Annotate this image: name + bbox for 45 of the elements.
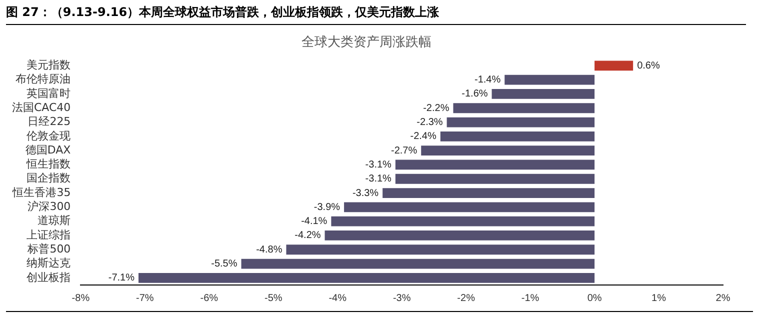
y-tick-label: 日经225 (28, 115, 71, 128)
data-label: -2.2% (423, 102, 450, 114)
data-label: -3.9% (314, 202, 340, 213)
data-label: -1.6% (462, 88, 488, 100)
y-tick-label: 德国DAX (25, 143, 72, 156)
x-tick-label: 2% (716, 292, 730, 304)
data-label: -2.3% (416, 117, 443, 128)
y-tick-label: 布伦特原油 (16, 72, 71, 86)
x-tick-label: -3% (392, 292, 411, 304)
data-label: -4.8% (256, 244, 282, 256)
chart-subtitle: 全球大类资产周涨跌幅 (302, 35, 432, 50)
x-tick-label: -7% (136, 292, 154, 304)
y-tick-label: 英国富时 (26, 86, 71, 100)
data-label: -2.4% (410, 131, 436, 142)
y-tick-label: 伦敦金现 (26, 129, 71, 142)
data-label: -3.1% (365, 159, 392, 170)
x-tick-label: -1% (521, 292, 540, 304)
y-tick-label: 国企指数 (26, 172, 71, 185)
y-tick-label: 创业板指 (26, 270, 71, 284)
data-label: -3.3% (352, 188, 379, 199)
chart-title: 图 27：（9.13-9.16）本周全球权益市场普跌，创业板指领跌，仅美元指数上涨 (6, 4, 746, 25)
x-tick-label: -6% (200, 292, 218, 304)
y-tick-label: 恒生指数 (26, 158, 71, 171)
data-label: -4.2% (294, 230, 321, 242)
x-tick-label: -5% (264, 292, 282, 304)
y-tick-label: 法国CAC40 (12, 100, 71, 114)
y-tick-label: 美元指数 (26, 58, 71, 72)
y-tick-label: 上证综指 (26, 228, 71, 242)
y-tick-label: 道琼斯 (38, 214, 71, 228)
data-label: 0.6% (637, 60, 660, 72)
x-tick-label: -4% (328, 292, 347, 304)
x-tick-label: -8% (72, 292, 90, 304)
data-label: -7.1% (108, 272, 135, 284)
y-tick-label: 标普500 (26, 242, 71, 256)
data-label: -1.4% (474, 74, 501, 86)
y-tick-label: 恒生香港35 (12, 186, 71, 199)
data-label: -3.1% (365, 174, 392, 185)
x-tick-label: 0% (587, 292, 602, 304)
y-tick-label: 沪深300 (28, 200, 71, 214)
data-label: -2.7% (390, 145, 418, 156)
data-label: -4.1% (301, 216, 328, 228)
x-tick-label: -2% (457, 292, 476, 304)
data-label: -5.5% (211, 258, 238, 270)
y-tick-label: 纳斯达克 (26, 256, 71, 270)
x-tick-label: 1% (652, 292, 666, 304)
